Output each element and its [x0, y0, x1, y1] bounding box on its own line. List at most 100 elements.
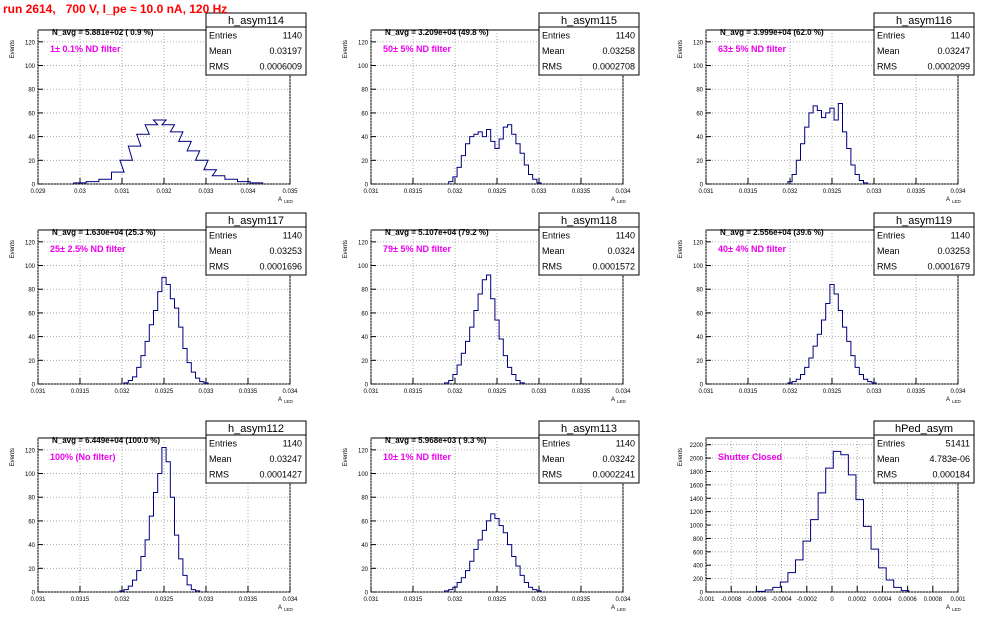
histogram-line — [123, 276, 209, 384]
panel-h_asym118: 0 20 40 60 80 100 120 0.031 0.0315 0.032 0.0325 0.0… — [343, 212, 640, 404]
y-tick-label: 0 — [700, 591, 704, 597]
panel-h_asym113: 0 20 40 60 80 100 120 0.031 0.0315 0.032 0.0325 0.0… — [343, 420, 640, 612]
x-tick-label: -0.0002 — [797, 597, 818, 603]
x-tick-label: 0.0335 — [907, 189, 926, 195]
histogram-line — [787, 283, 877, 384]
x-tick-label: 0.0335 — [572, 389, 591, 395]
x-axis-label: A — [946, 397, 950, 403]
stats-key: Mean — [542, 454, 565, 464]
y-tick-label: 2000 — [690, 457, 704, 463]
filter-label: 25± 2.5% ND filter — [50, 244, 126, 254]
y-tick-label: 80 — [28, 88, 35, 94]
y-tick-label: 40 — [28, 135, 35, 141]
panel-h_asym117: 0 20 40 60 80 100 120 0.031 0.0315 0.032 0.0325 0.0… — [10, 212, 307, 404]
stats-box — [205, 212, 307, 276]
x-tick-label: 0.033 — [531, 597, 547, 603]
x-tick-label: 0.031 — [698, 389, 714, 395]
y-tick-label: 20 — [361, 159, 368, 165]
stats-value: 0.03247 — [269, 454, 302, 464]
stats-title: h_asym117 — [228, 215, 284, 227]
stats-key: Mean — [542, 246, 565, 256]
x-axis-label: A — [946, 605, 950, 611]
y-tick-label: 0 — [365, 183, 369, 189]
y-tick-label: 100 — [25, 264, 36, 270]
x-tick-label: 0.0325 — [155, 389, 174, 395]
x-axis-label-sub: LED — [952, 399, 962, 404]
stats-title: h_asym118 — [561, 215, 617, 227]
y-tick-label: 0 — [32, 591, 36, 597]
filter-label: 100% (No filter) — [50, 452, 116, 462]
y-tick-label: 80 — [696, 288, 703, 294]
y-tick-label: 40 — [361, 543, 368, 549]
stats-key: RMS — [877, 262, 897, 272]
x-tick-label: 0.031 — [30, 597, 46, 603]
x-tick-label: 0.029 — [30, 189, 46, 195]
stats-value: 0.03253 — [269, 246, 302, 256]
y-axis-label: Events — [10, 240, 16, 258]
stats-key: Mean — [877, 454, 900, 464]
y-tick-label: 120 — [693, 40, 704, 46]
stats-key: Mean — [209, 46, 232, 56]
histogram-line — [119, 446, 201, 592]
y-tick-label: 80 — [361, 288, 368, 294]
stats-value: 0.0001696 — [259, 262, 302, 272]
stats-box — [538, 12, 640, 76]
filter-label: Shutter Closed — [718, 452, 782, 462]
navg-label: N_avg = 5.107e+04 (79.2 %) — [385, 228, 489, 237]
stats-value: 0.0002708 — [592, 62, 635, 72]
x-tick-label: 0.034 — [950, 389, 966, 395]
x-tick-label: 0.034 — [282, 389, 298, 395]
y-tick-label: 2200 — [690, 443, 704, 449]
stats-key: RMS — [209, 470, 229, 480]
y-tick-label: 100 — [693, 264, 704, 270]
x-tick-label: 0.0325 — [155, 597, 174, 603]
x-tick-label: -0.0006 — [746, 597, 767, 603]
stats-key: RMS — [209, 262, 229, 272]
x-tick-label: 0 — [830, 597, 834, 603]
y-tick-label: 0 — [365, 591, 369, 597]
x-tick-label: 0.0002 — [848, 597, 867, 603]
x-tick-label: 0.001 — [950, 597, 966, 603]
x-tick-label: 0.032 — [114, 597, 130, 603]
y-tick-label: 120 — [358, 448, 369, 454]
x-tick-label: 0.0315 — [404, 597, 423, 603]
stats-key: Entries — [542, 31, 571, 41]
x-axis-label-sub: LED — [617, 607, 627, 612]
filter-label: 40± 4% ND filter — [718, 244, 786, 254]
x-tick-label: 0.0315 — [71, 597, 90, 603]
histogram-line — [787, 102, 869, 184]
stats-key: Entries — [877, 439, 906, 449]
stats-value: 0.03247 — [937, 46, 970, 56]
y-tick-label: 1000 — [690, 524, 704, 530]
y-tick-label: 20 — [696, 159, 703, 165]
stats-key: Entries — [209, 231, 238, 241]
stats-key: RMS — [542, 62, 562, 72]
x-axis-label: A — [278, 197, 282, 203]
x-axis-label: A — [611, 397, 615, 403]
x-tick-label: 0.033 — [198, 389, 214, 395]
y-axis-label: Events — [678, 240, 684, 258]
stats-key: Mean — [542, 46, 565, 56]
stats-key: Mean — [877, 46, 900, 56]
x-axis-label: A — [946, 197, 950, 203]
stats-title: h_asym112 — [228, 423, 284, 435]
y-tick-label: 1600 — [690, 483, 704, 489]
y-tick-label: 40 — [28, 543, 35, 549]
x-tick-label: -0.0004 — [771, 597, 792, 603]
x-tick-label: 0.0335 — [572, 597, 591, 603]
x-tick-label: 0.0004 — [873, 597, 892, 603]
y-tick-label: 40 — [28, 335, 35, 341]
x-tick-label: 0.031 — [363, 389, 379, 395]
stats-box — [538, 212, 640, 276]
x-axis-label-sub: LED — [952, 607, 962, 612]
x-tick-label: 0.032 — [782, 389, 798, 395]
panel-h_asym116: 0 20 40 60 80 100 120 0.031 0.0315 0.032 0.0325 0.0… — [678, 12, 975, 204]
stats-key: RMS — [542, 470, 562, 480]
y-tick-label: 60 — [28, 519, 35, 525]
stats-box — [205, 12, 307, 76]
stats-title: h_asym114 — [228, 15, 284, 27]
x-tick-label: 0.031 — [30, 389, 46, 395]
x-tick-label: 0.0335 — [239, 597, 258, 603]
y-tick-label: 1200 — [690, 510, 704, 516]
